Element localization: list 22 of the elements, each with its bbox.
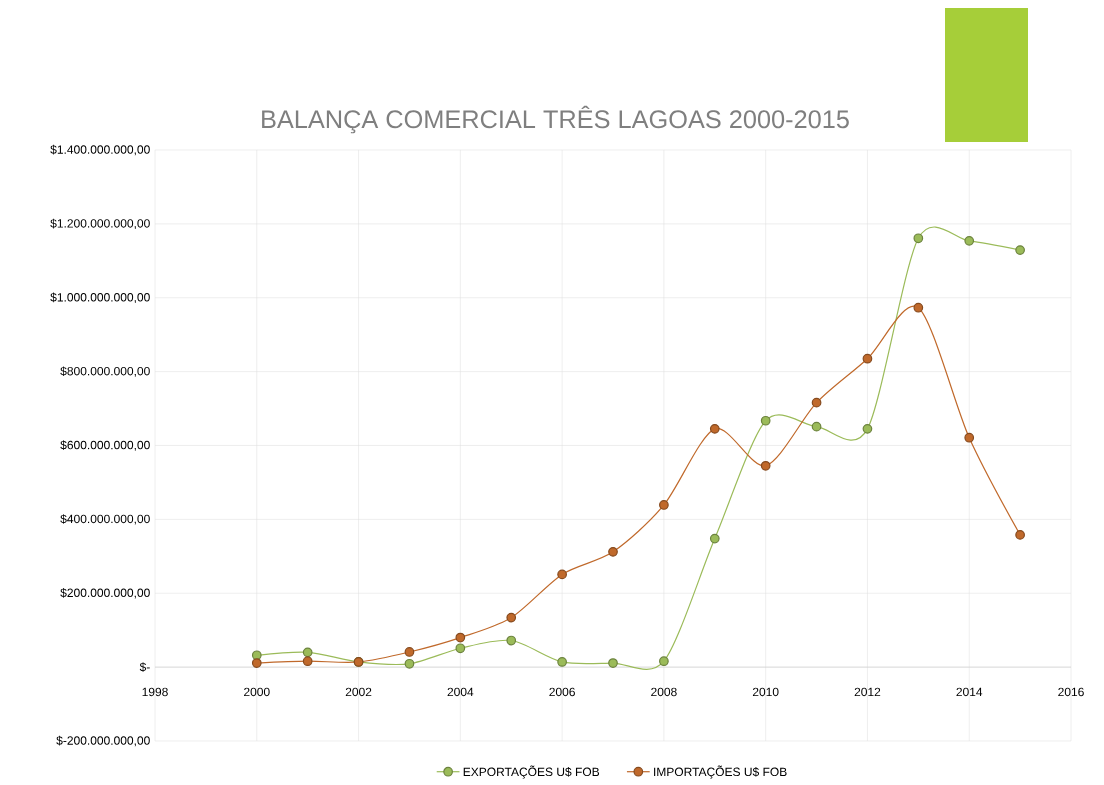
x-tick-label: 2008 xyxy=(651,687,677,697)
y-tick-label: $400.000.000,00 xyxy=(60,514,150,525)
y-tick-label: $-200.000.000,00 xyxy=(56,735,150,747)
x-tick-label: 1998 xyxy=(142,687,168,697)
y-tick-label: $1.200.000.000,00 xyxy=(50,218,150,230)
legend-label: EXPORTAÇÕES U$ FOB xyxy=(463,765,600,779)
x-tick-label: 2012 xyxy=(854,687,881,697)
chart-title: BALANÇA COMERCIAL TRÊS LAGOAS 2000-2015 xyxy=(262,105,849,134)
x-tick-label: 2014 xyxy=(956,687,983,697)
y-tick-label: $1.400.000.000,00 xyxy=(50,144,150,156)
y-tick-label: $1.000.000.000,00 xyxy=(50,292,150,303)
y-tick-label: $200.000.000,00 xyxy=(60,588,150,599)
x-tick-label: 2006 xyxy=(549,687,575,697)
x-tick-label: 2004 xyxy=(447,687,474,697)
x-tick-label: 2002 xyxy=(345,687,372,697)
y-tick-label: $- xyxy=(139,662,150,672)
x-tick-label: 2010 xyxy=(752,687,779,697)
y-tick-label: $800.000.000,00 xyxy=(60,366,150,377)
x-tick-label: 2016 xyxy=(1058,687,1084,697)
y-tick-label: $600.000.000,00 xyxy=(60,440,150,451)
x-tick-label: 2000 xyxy=(244,687,270,697)
legend-label: IMPORTAÇÕES U$ FOB xyxy=(654,765,787,779)
